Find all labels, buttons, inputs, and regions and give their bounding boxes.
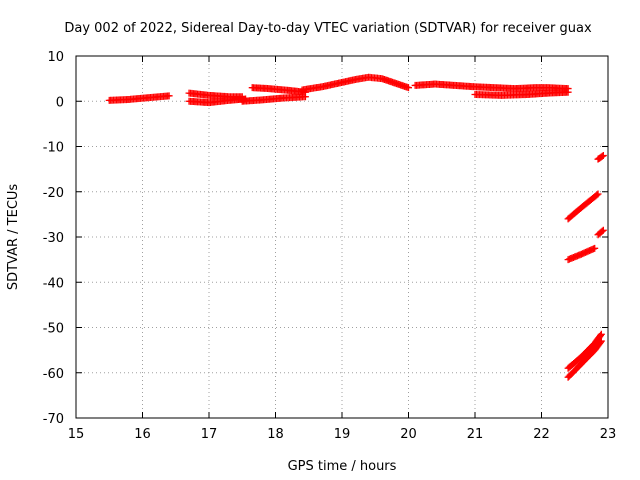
data-series-trace <box>238 93 309 105</box>
grid <box>76 56 608 418</box>
data-point <box>598 152 606 160</box>
chart-title: Day 002 of 2022, Sidereal Day-to-day VTE… <box>64 21 592 36</box>
y-tick-label: -60 <box>43 367 64 382</box>
y-tick-label: -40 <box>43 276 64 291</box>
x-tick-label: 21 <box>467 427 484 442</box>
x-axis-title: GPS time / hours <box>288 459 397 474</box>
data-series <box>105 73 607 381</box>
y-axis-title: SDTVAR / TECUs <box>6 184 21 291</box>
y-tick-label: -10 <box>43 141 64 156</box>
data-point <box>599 226 607 234</box>
y-tick-label: 0 <box>56 95 64 110</box>
x-tick-label: 16 <box>134 427 151 442</box>
x-tick-label: 23 <box>600 427 617 442</box>
y-tick-label: -30 <box>43 231 64 246</box>
data-point <box>598 227 606 235</box>
data-series-trace <box>411 80 572 93</box>
ticks: 15 16 17 18 19 20 21 22 23 10 0 -10 -20 -30 -40 -50 -60 -… <box>43 50 617 442</box>
data-series-trace <box>594 152 607 163</box>
data-series-trace <box>564 337 605 381</box>
data-point <box>405 84 412 92</box>
x-tick-label: 22 <box>533 427 550 442</box>
data-series-trace <box>298 73 412 94</box>
data-point <box>597 337 605 345</box>
data-point <box>165 92 173 100</box>
x-tick-label: 19 <box>334 427 351 442</box>
data-series-trace <box>594 226 607 239</box>
data-series-trace <box>564 190 602 223</box>
y-tick-label: -50 <box>43 322 64 337</box>
x-tick-label: 20 <box>400 427 417 442</box>
data-series-trace <box>105 92 173 104</box>
y-tick-label: -20 <box>43 186 64 201</box>
data-point <box>597 330 605 338</box>
data-series-trace <box>471 88 572 99</box>
x-tick-label: 18 <box>267 427 284 442</box>
x-tick-label: 17 <box>201 427 218 442</box>
data-point <box>593 191 601 199</box>
data-point <box>597 338 605 346</box>
data-point <box>594 190 602 198</box>
data-point <box>564 88 572 96</box>
x-tick-label: 15 <box>68 427 85 442</box>
data-series-trace <box>564 244 599 264</box>
data-point <box>599 152 607 160</box>
data-series-trace <box>564 330 605 372</box>
y-tick-label: 10 <box>47 50 64 65</box>
data-point <box>597 331 605 339</box>
data-point <box>591 244 599 252</box>
data-point <box>301 93 309 101</box>
y-tick-label: -70 <box>43 412 64 427</box>
